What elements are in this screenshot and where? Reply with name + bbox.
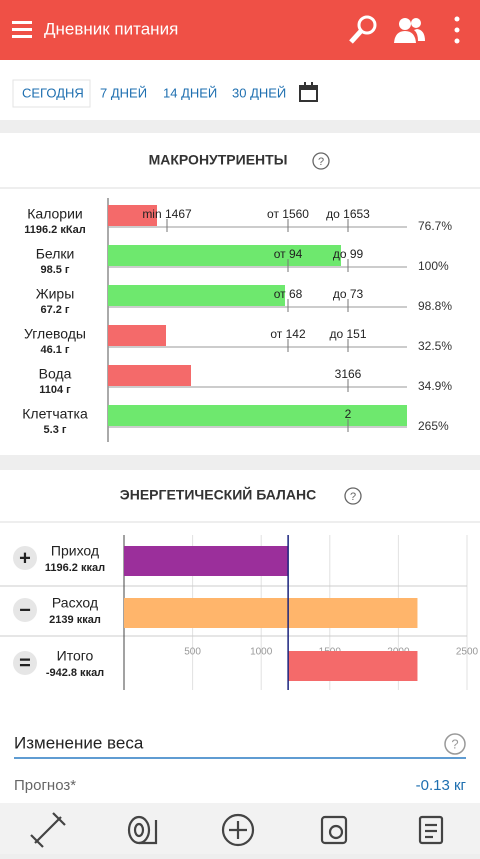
marker-label: 3166: [335, 367, 362, 381]
nutrient-name: Углеводы: [24, 326, 86, 342]
energy-name: Приход: [51, 543, 99, 559]
nutrient-amount: 5.3 г: [44, 424, 67, 436]
nutrient-amount: 46.1 г: [40, 344, 69, 356]
nutrient-percent: 100%: [418, 259, 449, 273]
nutrient-percent: 98.8%: [418, 299, 452, 313]
marker-label: min 1467: [142, 207, 192, 221]
measure-button[interactable]: [127, 815, 158, 845]
forecast-value: -0.13 кг: [416, 777, 467, 794]
x-tick-label: 500: [184, 647, 201, 658]
energy-value-label: 1196.2 ккал: [45, 562, 105, 574]
selected-tab-frame: [12, 79, 91, 108]
nutrient-name: Клетчатка: [22, 406, 88, 422]
macros-title: МАКРОНУТРИЕНТЫ: [149, 152, 288, 168]
nutrient-bar: [108, 325, 166, 346]
marker-label: от 68: [274, 287, 303, 301]
nutrient-amount: 67.2 г: [40, 304, 69, 316]
marker-label: от 94: [274, 247, 303, 261]
more-button[interactable]: [454, 16, 460, 44]
tab[interactable]: 7 ДНЕЙ: [100, 85, 147, 100]
marker-label: до 99: [333, 247, 364, 261]
energy-value-label: -942.8 ккал: [46, 667, 104, 679]
sign-glyph: =: [19, 652, 31, 674]
energy-value-label: 2139 ккал: [49, 614, 101, 626]
sign-icon: [13, 651, 37, 675]
sign-icon: [13, 546, 37, 570]
search-button[interactable]: [349, 15, 377, 44]
marker-label: до 151: [329, 327, 366, 341]
tab[interactable]: 30 ДНЕЙ: [232, 85, 286, 100]
app-title: Дневник питания: [44, 19, 178, 38]
nutrient-bar: [108, 205, 157, 226]
energy-bar: [288, 651, 418, 681]
sign-glyph: −: [19, 599, 31, 621]
friends-button[interactable]: [394, 18, 425, 43]
nutrient-amount: 1104 г: [39, 384, 71, 396]
nutrient-bar: [108, 365, 191, 386]
marker-label: до 1653: [326, 207, 370, 221]
energy-bar: [124, 546, 289, 576]
energy-name: Итого: [57, 648, 94, 664]
nutrient-amount: 98.5 г: [40, 264, 69, 276]
nutrient-amount: 1196.2 кКал: [24, 224, 86, 236]
exercise-button[interactable]: [30, 812, 66, 848]
marker-label: 2: [345, 407, 352, 421]
nutrient-name: Белки: [36, 246, 75, 262]
sign-glyph: +: [19, 547, 31, 569]
energy-help[interactable]: ?: [344, 487, 362, 505]
nutrient-percent: 32.5%: [418, 339, 452, 353]
report-button[interactable]: [418, 815, 444, 845]
nutrient-bar: [108, 285, 285, 306]
energy-bar: [124, 598, 418, 628]
energy-title: ЭНЕРГЕТИЧЕСКИЙ БАЛАНС: [120, 486, 316, 503]
weight-title: Изменение веса: [14, 733, 144, 752]
marker-label: от 142: [270, 327, 306, 341]
nutrient-name: Калории: [27, 206, 82, 222]
marker-label: до 73: [333, 287, 364, 301]
x-tick-label: 2500: [456, 647, 479, 658]
nutrient-name: Вода: [39, 366, 72, 382]
sign-icon: [13, 598, 37, 622]
svg-text:?: ?: [318, 156, 324, 168]
nutrient-name: Жиры: [36, 286, 75, 302]
x-tick-label: 1000: [250, 647, 273, 658]
nutrient-bar: [108, 245, 341, 266]
menu-button[interactable]: [12, 21, 32, 38]
weight-help[interactable]: ?: [444, 733, 466, 755]
svg-text:?: ?: [451, 736, 458, 751]
energy-name: Расход: [52, 595, 98, 611]
forecast-label: Прогноз*: [14, 777, 76, 794]
nutrient-percent: 34.9%: [418, 379, 452, 393]
nutrient-percent: 76.7%: [418, 219, 452, 233]
svg-text:?: ?: [350, 491, 356, 503]
nutrient-bar: [108, 405, 407, 426]
macros-help[interactable]: ?: [312, 152, 330, 170]
calendar-button[interactable]: [299, 82, 318, 102]
macros-rows: Калории 1196.2 кКал min 1467 от 1560 до 1653…: [22, 205, 452, 436]
tab[interactable]: 14 ДНЕЙ: [163, 85, 217, 100]
tab[interactable]: СЕГОДНЯ: [22, 85, 84, 100]
nutrient-percent: 265%: [418, 419, 449, 433]
app-bar: [0, 0, 480, 60]
bottom-nav: [0, 803, 480, 854]
add-button[interactable]: [221, 813, 255, 847]
diary-button[interactable]: [320, 815, 348, 845]
marker-label: от 1560: [267, 207, 309, 221]
